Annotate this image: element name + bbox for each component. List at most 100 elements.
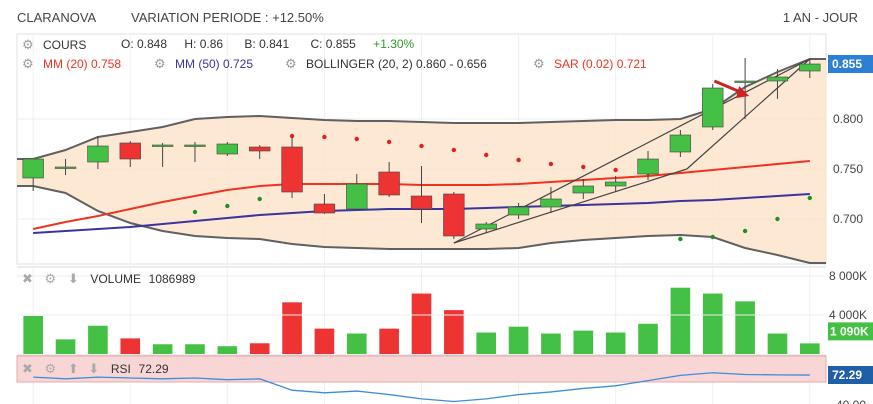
candle-body (216, 143, 238, 155)
price-tick-label: 0.750 (833, 162, 863, 176)
candle-body (734, 80, 756, 83)
legend-sar: ⚙ SAR (0.02) 0.721 (533, 56, 647, 72)
candle-body (151, 144, 174, 147)
rsi-line (33, 372, 810, 403)
sar-point (548, 161, 554, 167)
legend-cours: ⚙ COURS (22, 37, 86, 53)
volume-bar (379, 328, 399, 354)
bollinger-band-area (17, 59, 826, 263)
sar-point (225, 203, 230, 209)
volume-bar (88, 325, 108, 354)
volume-bar (638, 323, 658, 354)
rsi-tick-label: 40.00 (836, 398, 866, 404)
candle-body (507, 206, 530, 216)
rsi-pane-tools: ✖ ⚙ ⬆ ⬇ RSI 72.29 (22, 361, 169, 377)
candle-body (572, 185, 594, 194)
gear-icon[interactable]: ⚙ (22, 56, 34, 71)
sar-point (775, 216, 780, 222)
sar-label: SAR (0.02) 0.721 (554, 57, 647, 71)
volume-label: VOLUME (90, 272, 142, 286)
bollinger-label: BOLLINGER (20, 2) 0.860 - 0.656 (306, 57, 487, 71)
volume-bar (217, 346, 238, 354)
volume-pane-tools: ✖ ⚙ ⬇ VOLUME 1086989 (22, 271, 195, 287)
open-value: O: 0.848 (121, 37, 168, 51)
candle-body (346, 183, 368, 210)
candle-body (702, 87, 724, 128)
sar-point (484, 152, 489, 158)
candle (475, 222, 497, 233)
volume-bar (249, 343, 270, 354)
volume-bar (476, 332, 497, 354)
volume-bar (411, 293, 432, 354)
candle (799, 59, 821, 78)
gear-icon[interactable]: ⚙ (22, 37, 34, 52)
volume-bar (605, 332, 626, 354)
mm20-label: MM (20) 0.758 (43, 57, 122, 71)
candle-body (605, 181, 627, 187)
candle-body (119, 142, 141, 160)
last-price-label: 0.855 (832, 57, 862, 71)
sar-point (742, 228, 748, 234)
candle-body (410, 195, 433, 210)
candle (119, 141, 141, 167)
trend-channel-right (686, 58, 811, 170)
volume-bar (767, 333, 788, 354)
volume-value: 1086989 (148, 272, 196, 286)
candle-body (443, 193, 465, 237)
gear-icon[interactable]: ⚙ (44, 361, 57, 376)
volume-bar (346, 333, 367, 354)
header-bar: CLARANOVA VARIATION PERIODE : +12.50% 1 … (0, 0, 873, 34)
legend-bollinger: ⚙ BOLLINGER (20, 2) 0.860 - 0.656 (285, 56, 487, 72)
candle-body (281, 146, 303, 193)
volume-tick-label: 4 000K (829, 308, 867, 322)
candle (702, 84, 724, 130)
price-tick-label: 0.800 (833, 112, 863, 126)
volume-bar (23, 315, 43, 354)
candle-body (54, 166, 77, 169)
candle (637, 151, 659, 180)
rsi-label: RSI (110, 362, 131, 376)
candle (572, 179, 594, 199)
symbol-name: CLARANOVA (17, 10, 97, 25)
candle-body (313, 203, 336, 214)
sar-point (581, 164, 586, 170)
volume-tick-label: 8 000K (829, 269, 867, 283)
candle-body (184, 144, 206, 147)
high-value: H: 0.86 (184, 37, 224, 51)
gear-icon[interactable]: ⚙ (44, 271, 57, 286)
candle (184, 142, 206, 162)
candle (766, 69, 789, 99)
sar-point (678, 236, 683, 242)
candle-body (475, 223, 497, 230)
period-selector[interactable]: 1 AN - JOUR (782, 10, 858, 25)
candle (216, 142, 238, 156)
trend-channel-lower (453, 168, 688, 244)
arrow-up-icon[interactable]: ⬆ (67, 361, 79, 376)
sar-point (257, 196, 262, 202)
volume-bar (702, 293, 723, 354)
candle-body (669, 134, 692, 153)
sar-point (322, 134, 327, 140)
change-value: +1.30% (373, 37, 415, 51)
candle-body (87, 145, 109, 163)
gear-icon[interactable]: ⚙ (154, 56, 166, 71)
candle (151, 143, 174, 167)
bollinger-upper-line (17, 58, 826, 160)
close-value: C: 0.855 (310, 37, 356, 51)
arrow-down-icon[interactable]: ⬇ (67, 271, 79, 286)
last-rsi-label: 72.29 (832, 368, 862, 382)
candle-body (766, 76, 789, 82)
close-icon[interactable]: ✖ (22, 271, 33, 286)
close-icon[interactable]: ✖ (22, 361, 33, 376)
sar-point (289, 133, 295, 139)
volume-bar (508, 326, 529, 354)
gear-icon[interactable]: ⚙ (285, 56, 297, 71)
gear-icon[interactable]: ⚙ (533, 56, 545, 71)
legend-mm20: ⚙ MM (20) 0.758 (22, 56, 121, 72)
volume-bar (120, 338, 141, 354)
rsi-value: 72.29 (138, 362, 169, 376)
candle (378, 162, 400, 197)
arrow-down-icon[interactable]: ⬇ (88, 361, 100, 376)
volume-bar (800, 343, 820, 354)
